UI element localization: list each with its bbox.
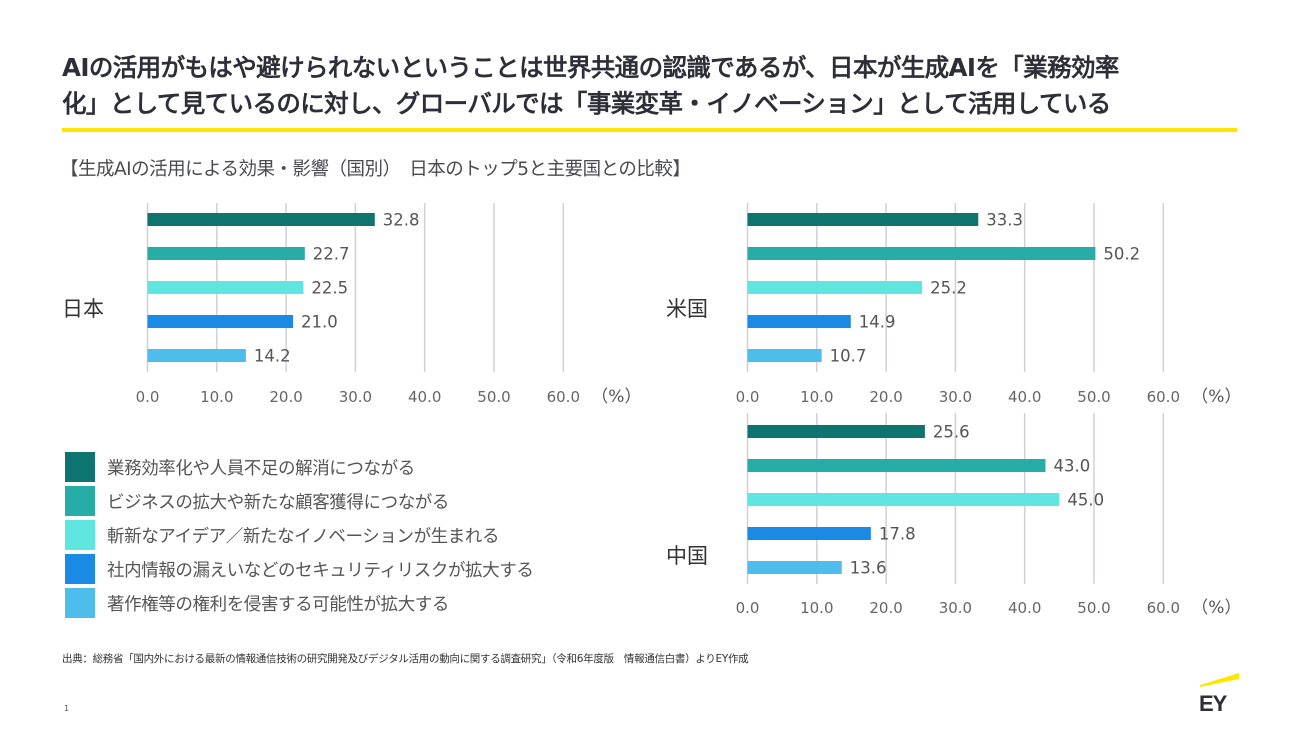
bar-japan [147,315,294,328]
x-tick-label-us: 50.0 [1077,388,1110,406]
legend-item: 社内情報の漏えいなどのセキュリティリスクが拡大する [65,552,534,586]
data-label-japan: 22.7 [313,245,350,264]
ey-logo-text: EY [1199,691,1228,714]
legend-swatch [65,588,95,618]
ey-logo-beam-icon [1200,673,1239,687]
x-tick-label-us: 30.0 [939,388,972,406]
country-label-china: 中国 [666,544,708,568]
source-note: 出典：総務省「国内外における最新の情報通信技術の研究開発及びデジタル活用の動向に… [62,653,749,665]
data-label-japan: 32.8 [383,211,420,230]
legend-item: ビジネスの拡大や新たな顧客獲得につながる [65,484,533,518]
legend-swatch [65,486,95,516]
x-tick-label-china: 40.0 [1008,599,1041,617]
data-label-japan: 21.0 [301,313,338,332]
page-title: AIの活用がもはや避けられないということは世界共通の認識であるが、日本が生成AI… [62,50,1252,122]
bar-us [747,247,1096,260]
bar-china [747,527,871,540]
legend: 業務効率化や人員不足の解消につながる ビジネスの拡大や新たな顧客獲得につながる … [65,450,534,620]
x-tick-label-china: 60.0 [1147,599,1180,617]
data-label-china: 45.0 [1067,491,1104,510]
x-tick-label-japan: 60.0 [547,388,580,406]
title-underline [62,128,1237,132]
x-tick-label-china: 0.0 [736,599,760,617]
data-label-china: 13.6 [850,559,887,578]
bar-japan [147,247,305,260]
x-tick-label-japan: 30.0 [339,388,372,406]
data-label-china: 17.8 [879,525,916,544]
bar-china [747,493,1060,506]
x-tick-label-china: 50.0 [1077,599,1110,617]
legend-swatch [65,520,95,550]
x-tick-label-china: 20.0 [869,599,902,617]
legend-item: 斬新なアイデア／新たなイノベーションが生まれる [65,518,533,552]
x-unit-label-us: （%） [1191,387,1241,407]
data-label-us: 33.3 [986,211,1023,230]
x-tick-label-japan: 0.0 [136,388,160,406]
country-label-us: 米国 [666,297,708,321]
bar-japan [147,349,246,362]
data-label-japan: 14.2 [254,347,291,366]
x-tick-label-china: 10.0 [800,599,833,617]
title-line-2: 化」として見ているのに対し、グローバルでは「事業変革・イノベーション」として活用… [62,89,1111,118]
x-tick-label-japan: 40.0 [408,388,441,406]
bar-china [747,425,925,438]
data-label-us: 25.2 [930,279,967,298]
x-unit-label-china: （%） [1191,598,1241,618]
bar-china [747,459,1046,472]
legend-item: 著作権等の権利を侵害する可能性が拡大する [65,586,533,620]
bar-japan [147,281,304,294]
section-subtitle: 【生成AIの活用による効果・影響（国別） 日本のトップ5と主要国との比較】 [60,159,691,180]
data-label-china: 25.6 [933,423,970,442]
legend-swatch [65,452,95,482]
legend-item: 業務効率化や人員不足の解消につながる [65,450,533,484]
bar-us [747,213,979,226]
x-unit-label-japan: （%） [591,387,641,407]
bar-japan [147,213,375,226]
x-tick-label-japan: 50.0 [477,388,510,406]
data-label-us: 10.7 [830,347,867,366]
data-label-china: 43.0 [1053,457,1090,476]
legend-label: 著作権等の権利を侵害する可能性が拡大する [107,594,449,615]
x-tick-label-japan: 20.0 [269,388,302,406]
data-label-japan: 22.5 [311,279,348,298]
legend-label: 斬新なアイデア／新たなイノベーションが生まれる [107,526,500,547]
page-number: 1 [64,704,70,713]
data-label-us: 14.9 [859,313,896,332]
ey-logo: EY [1199,673,1239,714]
title-line-1: AIの活用がもはや避けられないということは世界共通の認識であるが、日本が生成AI… [62,53,1119,82]
x-tick-label-us: 60.0 [1147,388,1180,406]
x-tick-label-us: 40.0 [1008,388,1041,406]
data-label-us: 50.2 [1103,245,1140,264]
x-tick-label-us: 10.0 [800,388,833,406]
legend-swatch [65,554,95,584]
legend-label: 社内情報の漏えいなどのセキュリティリスクが拡大する [107,560,534,581]
x-tick-label-japan: 10.0 [200,388,233,406]
bar-us [747,315,851,328]
legend-label: 業務効率化や人員不足の解消につながる [107,458,415,479]
bar-us [747,349,822,362]
x-tick-label-us: 20.0 [869,388,902,406]
x-tick-label-china: 30.0 [939,599,972,617]
x-tick-label-us: 0.0 [736,388,760,406]
legend-label: ビジネスの拡大や新たな顧客獲得につながる [107,492,449,513]
country-label-japan: 日本 [62,297,104,321]
bar-us [747,281,923,294]
bar-china [747,561,842,574]
